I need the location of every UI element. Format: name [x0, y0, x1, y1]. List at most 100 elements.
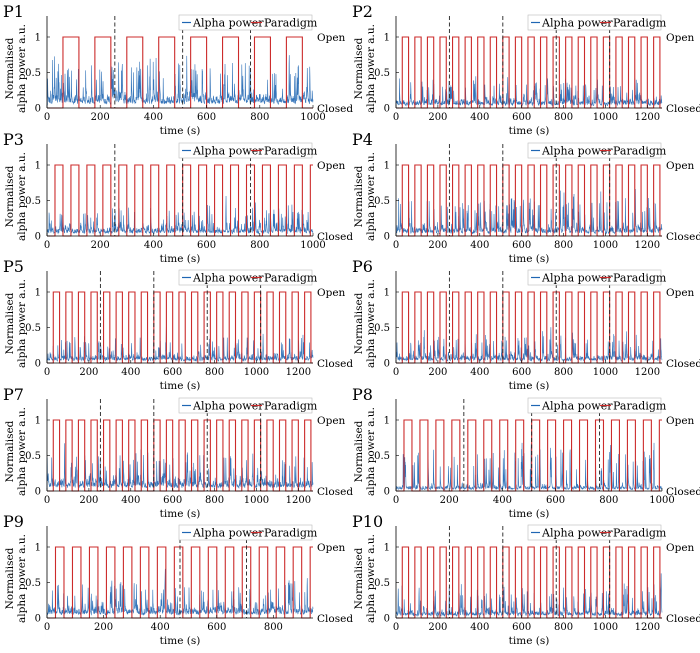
- y-tick-label: 0.5: [25, 451, 41, 462]
- x-tick-label: 800: [264, 622, 283, 633]
- subplot-p9: P9 0 200 400 600 800 0 0.5 1 time (s) Normalised al…: [3, 512, 353, 647]
- y-axis-label-line1: Normalised: [4, 292, 16, 354]
- legend-alpha-label: Alpha power: [541, 272, 613, 285]
- x-tick-label: 800: [250, 112, 269, 123]
- legend-alpha-label: Alpha power: [541, 527, 613, 540]
- y-axis-label-line2: alpha power a.u.: [16, 279, 28, 368]
- x-axis-label: time (s): [509, 635, 550, 647]
- x-tick-label: 1200: [635, 367, 660, 378]
- panel-label: P7: [3, 385, 24, 404]
- x-tick-label: 200: [79, 495, 98, 506]
- y-tick-label: 0: [384, 487, 390, 498]
- y-axis-label-line2: alpha power a.u.: [365, 534, 377, 623]
- y-tick-label: 0.5: [374, 578, 390, 589]
- legend: Alpha power Paradigm: [527, 397, 667, 414]
- x-tick-label: 1200: [635, 622, 660, 633]
- x-axis-label: time (s): [160, 380, 201, 392]
- x-tick-label: 400: [151, 622, 170, 633]
- x-tick-label: 800: [554, 112, 573, 123]
- x-tick-label: 600: [197, 112, 216, 123]
- alpha-power-line: [46, 55, 314, 106]
- legend-alpha-label: Alpha power: [192, 400, 264, 413]
- state-closed-label: Closed: [317, 486, 353, 498]
- state-open-label: Open: [666, 32, 695, 44]
- y-axis-label-line2: alpha power a.u.: [365, 24, 377, 113]
- y-tick-label: 1: [384, 161, 390, 172]
- y-tick-label: 0: [35, 614, 41, 625]
- x-tick-label: 200: [428, 622, 447, 633]
- y-tick-label: 0.5: [25, 196, 41, 207]
- x-tick-label: 0: [393, 367, 399, 378]
- alpha-power-line: [46, 196, 314, 235]
- y-tick-label: 0: [35, 232, 41, 243]
- x-tick-label: 400: [470, 367, 489, 378]
- legend-alpha-label: Alpha power: [192, 527, 264, 540]
- state-open-label: Open: [666, 415, 695, 427]
- paradigm-line: [396, 36, 662, 109]
- state-closed-label: Closed: [666, 358, 700, 370]
- legend-alpha-label: Alpha power: [541, 145, 613, 158]
- legend-alpha-label: Alpha power: [192, 272, 264, 285]
- state-open-label: Open: [317, 32, 346, 44]
- legend-box: [527, 14, 662, 31]
- panel-label: P10: [352, 512, 383, 531]
- x-tick-label: 600: [512, 367, 531, 378]
- y-tick-label: 1: [384, 288, 390, 299]
- x-tick-label: 0: [393, 240, 399, 251]
- x-tick-label: 1000: [649, 495, 674, 506]
- x-tick-label: 200: [91, 240, 110, 251]
- x-tick-label: 1200: [286, 495, 311, 506]
- x-tick-label: 600: [512, 112, 531, 123]
- y-axis-label-line2: alpha power a.u.: [365, 407, 377, 496]
- subplot-p3: P3 0 200 400 600 800 1000 0 0.5 1 time (s) Normalis…: [3, 130, 353, 265]
- x-tick-label: 1000: [593, 622, 618, 633]
- state-closed-label: Closed: [666, 486, 700, 498]
- subplot-p5: P5 0 200 400 600 800 1000 1200 0 0.5 1 time (s) Norm…: [3, 257, 353, 392]
- y-tick-label: 1: [35, 288, 41, 299]
- legend-paradigm-label: Paradigm: [613, 400, 667, 413]
- legend: Alpha power Paradigm: [527, 524, 667, 541]
- x-tick-label: 1000: [244, 495, 269, 506]
- x-axis-label: time (s): [509, 125, 550, 137]
- subplot-p2: P2 0 200 400 600 800 1000 1200 0 0.5 1 time (s) Norm…: [352, 2, 700, 137]
- y-axis-label-line2: alpha power a.u.: [365, 152, 377, 241]
- x-tick-label: 400: [144, 112, 163, 123]
- y-axis-label-line1: Normalised: [353, 292, 365, 354]
- state-open-label: Open: [317, 542, 346, 554]
- legend-paradigm-label: Paradigm: [613, 272, 667, 285]
- y-axis-label-line1: Normalised: [4, 37, 16, 99]
- paradigm-line: [47, 164, 313, 237]
- state-open-label: Open: [666, 287, 695, 299]
- panel-label: P2: [352, 2, 373, 21]
- x-tick-label: 200: [428, 240, 447, 251]
- legend-paradigm-label: Paradigm: [613, 527, 667, 540]
- y-axis-label-line1: Normalised: [4, 165, 16, 227]
- x-tick-label: 1000: [244, 367, 269, 378]
- y-tick-label: 1: [35, 161, 41, 172]
- paradigm-line: [47, 419, 313, 492]
- y-tick-label: 0.5: [374, 451, 390, 462]
- x-tick-label: 600: [197, 240, 216, 251]
- alpha-power-line: [395, 442, 663, 491]
- x-tick-label: 400: [493, 495, 512, 506]
- x-tick-label: 0: [44, 367, 50, 378]
- state-closed-label: Closed: [317, 231, 353, 243]
- x-tick-label: 800: [250, 240, 269, 251]
- x-tick-label: 600: [207, 622, 226, 633]
- state-closed-label: Closed: [317, 613, 353, 625]
- y-tick-label: 0: [35, 104, 41, 115]
- y-axis-label-line1: Normalised: [353, 420, 365, 482]
- subplot-p8: P8 0 200 400 600 800 1000 0 0.5 1 time (s) Normalis…: [352, 385, 700, 520]
- y-axis-label-line2: alpha power a.u.: [16, 407, 28, 496]
- x-tick-label: 600: [163, 495, 182, 506]
- subplot-p10: P10 0 200 400 600 800 1000 1200 0 0.5 1 time (s) Nor…: [352, 512, 700, 647]
- y-tick-label: 0: [384, 232, 390, 243]
- y-tick-label: 1: [35, 416, 41, 427]
- y-tick-label: 0.5: [374, 196, 390, 207]
- y-axis-label-line1: Normalised: [4, 547, 16, 609]
- legend-box: [527, 524, 662, 541]
- legend-box: [178, 14, 313, 31]
- panel-label: P4: [352, 130, 373, 149]
- x-tick-label: 400: [121, 367, 140, 378]
